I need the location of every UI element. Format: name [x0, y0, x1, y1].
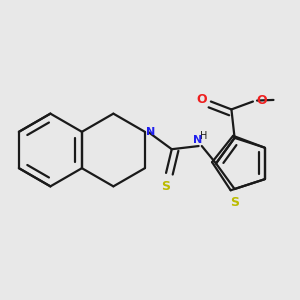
- Text: N: N: [146, 127, 156, 137]
- Text: O: O: [257, 94, 267, 107]
- Text: O: O: [196, 93, 207, 106]
- Text: S: S: [162, 180, 171, 193]
- Text: S: S: [230, 196, 239, 209]
- Text: H: H: [200, 131, 207, 141]
- Text: N: N: [193, 135, 202, 145]
